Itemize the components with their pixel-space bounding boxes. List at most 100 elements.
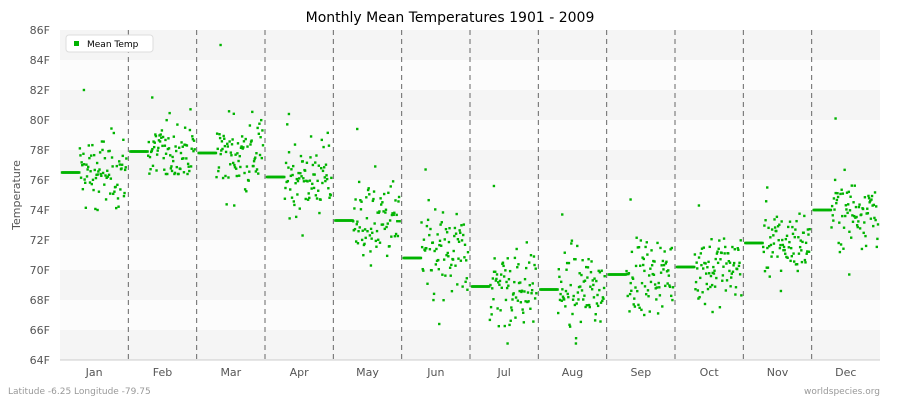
data-point (649, 267, 652, 270)
data-point (576, 291, 580, 294)
data-point (527, 300, 530, 303)
data-point (595, 279, 598, 283)
data-point (242, 140, 246, 143)
data-point (378, 241, 382, 244)
data-point (388, 219, 392, 222)
data-point (447, 240, 451, 244)
data-point (567, 261, 571, 265)
data-point (294, 215, 298, 219)
data-point (508, 323, 511, 327)
data-point (253, 157, 256, 161)
data-point (668, 284, 671, 287)
data-point (161, 135, 165, 139)
data-point (737, 264, 741, 268)
data-point (99, 172, 102, 176)
data-point (586, 266, 590, 269)
data-point (357, 230, 360, 233)
data-point (522, 321, 526, 324)
data-point (875, 205, 878, 208)
data-point (784, 252, 787, 255)
data-point (642, 257, 646, 261)
data-point (163, 144, 167, 147)
data-point (570, 239, 574, 242)
data-point (448, 226, 451, 230)
data-point (245, 165, 249, 168)
data-point (498, 279, 502, 283)
data-point (186, 162, 190, 166)
data-point (321, 181, 324, 185)
data-point (193, 148, 196, 151)
data-point (216, 147, 219, 151)
data-point (155, 169, 158, 172)
data-point (566, 292, 569, 296)
data-point (103, 183, 106, 186)
data-point (359, 199, 362, 202)
data-point (236, 152, 239, 155)
data-point (250, 139, 253, 142)
data-point (643, 313, 646, 317)
data-point (428, 248, 432, 251)
data-point (315, 154, 318, 157)
data-point (445, 231, 449, 234)
data-point (353, 207, 356, 210)
data-point (257, 132, 261, 135)
data-point (300, 175, 303, 178)
data-point (738, 261, 741, 265)
data-point (599, 320, 602, 323)
data-point (302, 180, 306, 183)
data-point (299, 172, 302, 175)
data-point (519, 301, 523, 304)
data-point (158, 140, 162, 143)
y-tick-label: 64F (30, 354, 50, 367)
data-point (704, 262, 707, 265)
data-point (147, 154, 150, 157)
data-point (302, 177, 305, 180)
data-point (634, 286, 637, 289)
data-point (258, 122, 261, 125)
data-point (513, 256, 517, 260)
data-point (249, 143, 252, 146)
data-point (535, 292, 538, 295)
data-point (782, 245, 786, 249)
data-point (287, 151, 291, 154)
data-point (368, 234, 372, 237)
data-point (425, 247, 428, 250)
data-point (652, 273, 656, 276)
data-point (293, 143, 297, 146)
data-point (768, 275, 771, 278)
data-point (433, 249, 436, 253)
data-point (556, 288, 559, 291)
data-point (93, 168, 96, 172)
data-point (516, 299, 520, 302)
data-point (214, 151, 218, 155)
data-point (514, 316, 517, 319)
data-point (224, 174, 227, 178)
data-point (371, 199, 375, 203)
data-point (95, 161, 99, 165)
data-point (775, 215, 779, 219)
data-point (787, 246, 791, 249)
data-point (167, 137, 170, 140)
data-point (318, 211, 321, 215)
data-point (589, 270, 593, 274)
data-point (283, 197, 287, 200)
data-point (89, 154, 93, 157)
data-point (382, 210, 385, 213)
data-point (319, 198, 322, 201)
data-point (224, 150, 228, 154)
data-point (841, 192, 845, 195)
data-point (434, 208, 437, 211)
data-point (722, 265, 725, 268)
data-point (574, 337, 578, 340)
data-point (177, 146, 181, 149)
y-axis-ticks: 64F 66F 68F 70F 72F 74F 76F 78F 80F 82F 84F 86F (30, 24, 50, 367)
data-point (581, 258, 584, 262)
data-point (534, 267, 537, 270)
data-point (254, 156, 257, 159)
data-point (303, 169, 307, 172)
data-point (384, 211, 387, 214)
data-point (297, 171, 300, 175)
data-point (111, 165, 114, 168)
y-tick-label: 78F (30, 144, 50, 157)
data-point (309, 135, 313, 138)
